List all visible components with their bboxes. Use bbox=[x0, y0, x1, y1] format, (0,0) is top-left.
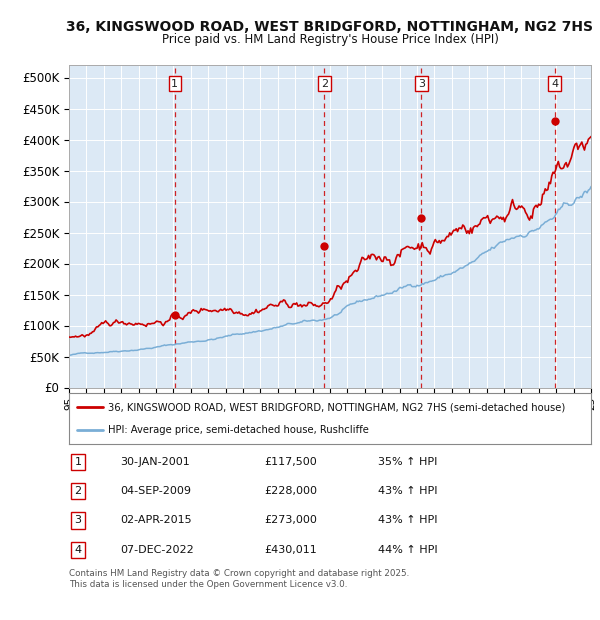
Text: 43% ↑ HPI: 43% ↑ HPI bbox=[378, 515, 437, 526]
Text: 2: 2 bbox=[74, 486, 82, 497]
Text: 35% ↑ HPI: 35% ↑ HPI bbox=[378, 457, 437, 467]
Text: 4: 4 bbox=[551, 79, 559, 89]
Text: 3: 3 bbox=[74, 515, 82, 526]
Text: 4: 4 bbox=[74, 544, 82, 555]
Text: 43% ↑ HPI: 43% ↑ HPI bbox=[378, 486, 437, 497]
Text: 36, KINGSWOOD ROAD, WEST BRIDGFORD, NOTTINGHAM, NG2 7HS (semi-detached house): 36, KINGSWOOD ROAD, WEST BRIDGFORD, NOTT… bbox=[108, 402, 565, 412]
Text: 1: 1 bbox=[171, 79, 178, 89]
Text: 44% ↑ HPI: 44% ↑ HPI bbox=[378, 544, 437, 555]
Text: 07-DEC-2022: 07-DEC-2022 bbox=[120, 544, 194, 555]
Text: £273,000: £273,000 bbox=[264, 515, 317, 526]
Text: Contains HM Land Registry data © Crown copyright and database right 2025.: Contains HM Land Registry data © Crown c… bbox=[69, 569, 409, 578]
Text: This data is licensed under the Open Government Licence v3.0.: This data is licensed under the Open Gov… bbox=[69, 580, 347, 589]
Text: 1: 1 bbox=[74, 457, 82, 467]
Text: £228,000: £228,000 bbox=[264, 486, 317, 497]
Text: Price paid vs. HM Land Registry's House Price Index (HPI): Price paid vs. HM Land Registry's House … bbox=[161, 33, 499, 46]
Text: £430,011: £430,011 bbox=[264, 544, 317, 555]
Text: 36, KINGSWOOD ROAD, WEST BRIDGFORD, NOTTINGHAM, NG2 7HS: 36, KINGSWOOD ROAD, WEST BRIDGFORD, NOTT… bbox=[67, 20, 593, 34]
Text: 3: 3 bbox=[418, 79, 425, 89]
Text: £117,500: £117,500 bbox=[264, 457, 317, 467]
Text: 02-APR-2015: 02-APR-2015 bbox=[120, 515, 191, 526]
Text: 30-JAN-2001: 30-JAN-2001 bbox=[120, 457, 190, 467]
Text: 04-SEP-2009: 04-SEP-2009 bbox=[120, 486, 191, 497]
Text: 2: 2 bbox=[320, 79, 328, 89]
Text: HPI: Average price, semi-detached house, Rushcliffe: HPI: Average price, semi-detached house,… bbox=[108, 425, 369, 435]
